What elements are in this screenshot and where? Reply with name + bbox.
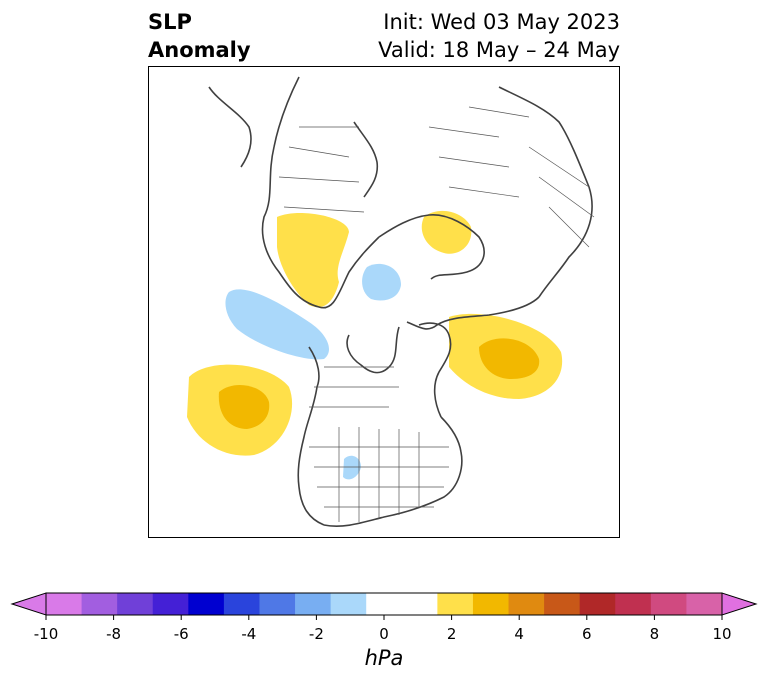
colorbar-over-arrow (721, 592, 758, 616)
colorbar-tick-label: 10 (712, 625, 732, 643)
colorbar-tick-label: -2 (308, 625, 324, 643)
negative-anomaly-atlantic (225, 289, 329, 360)
colorbar-cell (686, 593, 723, 615)
init-date: Init: Wed 03 May 2023 (383, 10, 620, 34)
colorbar-cell (615, 593, 652, 615)
colorbar-cell (579, 593, 616, 615)
colorbar-cell (437, 593, 474, 615)
colorbar (10, 592, 758, 620)
colorbar-tick-label: -8 (106, 625, 122, 643)
colorbar-tick-label: -4 (241, 625, 257, 643)
colorbar-cells (46, 593, 723, 615)
colorbar-cell (508, 593, 545, 615)
map-title: SLP Anomaly (148, 8, 251, 64)
negative-anomaly-us (343, 455, 361, 480)
colorbar-cell (650, 593, 687, 615)
colorbar-cell (81, 593, 118, 615)
anomaly-fills (187, 210, 563, 480)
colorbar-cell (152, 593, 189, 615)
title-line-1: SLP (148, 10, 192, 34)
borders (278, 106, 595, 522)
colorbar-unit: hPa (364, 646, 404, 670)
colorbar-under-arrow (10, 592, 47, 616)
colorbar-cell (188, 593, 225, 615)
colorbar-tick-label: 0 (379, 625, 389, 643)
colorbar-tick-label: 2 (446, 625, 457, 643)
colorbar-cell (46, 593, 83, 615)
valid-range: Valid: 18 May – 24 May (378, 38, 620, 62)
colorbar-cell (544, 593, 581, 615)
colorbar-tick-label: -10 (33, 625, 59, 643)
map-canvas (187, 76, 595, 527)
colorbar-cell (401, 593, 438, 615)
date-info: Init: Wed 03 May 2023 Valid: 18 May – 24… (378, 8, 620, 64)
colorbar-cell (472, 593, 510, 615)
negative-anomaly-barents (362, 263, 401, 301)
colorbar-tick-label: 8 (649, 625, 660, 643)
colorbar-cell (366, 593, 403, 615)
colorbar-ticks (45, 615, 723, 620)
colorbar-cell (259, 593, 296, 615)
strong-anomaly-atlantic (218, 384, 270, 429)
colorbar-tick-label: 6 (582, 625, 592, 643)
colorbar-cell (330, 593, 367, 615)
positive-anomaly-europe (277, 212, 349, 308)
colorbar-cell (295, 593, 332, 615)
colorbar-cell (223, 593, 260, 615)
colorbar-tick-label: -6 (173, 625, 189, 643)
colorbar-tick-label: 4 (514, 625, 524, 643)
colorbar-cell (117, 593, 154, 615)
polar-map (148, 66, 620, 538)
title-line-2: Anomaly (148, 38, 251, 62)
strong-anomaly-alaska (479, 338, 540, 379)
